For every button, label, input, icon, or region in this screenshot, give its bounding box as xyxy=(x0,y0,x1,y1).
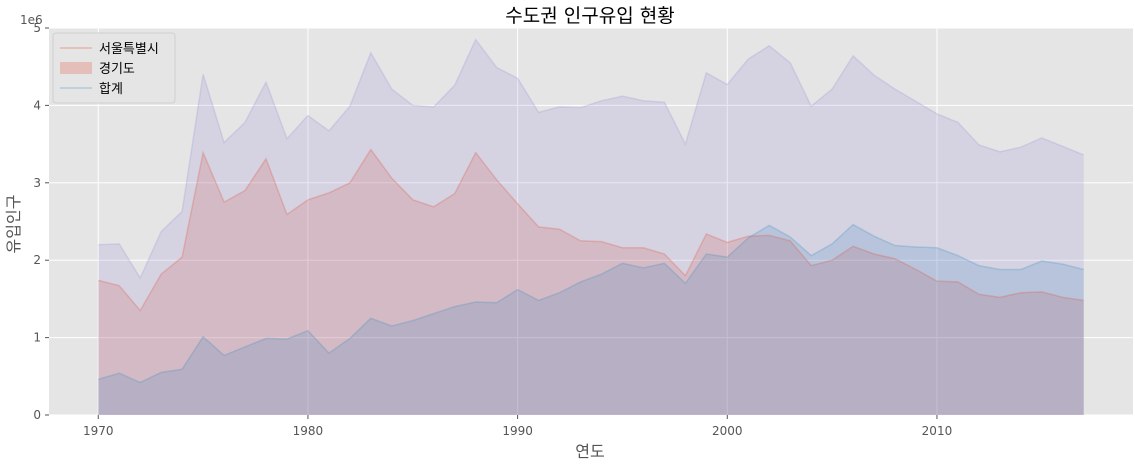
chart-title: 수도권 인구유입 현황 xyxy=(505,5,674,27)
x-tick-label: 1980 xyxy=(293,424,324,438)
area-seoul xyxy=(98,149,1084,415)
legend: 서울특별시 경기도 합계 xyxy=(52,32,176,104)
x-tick-label: 1990 xyxy=(502,424,533,438)
y-tick-label: 1 xyxy=(33,331,41,345)
legend-label-gyeonggi: 경기도 xyxy=(99,62,135,77)
y-tick-label: 3 xyxy=(33,176,41,190)
series-lines xyxy=(98,38,1084,384)
legend-label-total: 합계 xyxy=(99,82,123,97)
area-gyeonggi xyxy=(98,224,1084,415)
y-axis-label: 유입인구 xyxy=(4,195,23,254)
y-tick-label: 0 xyxy=(33,408,41,422)
line-seoul xyxy=(98,148,1084,312)
line-gyeonggi xyxy=(98,223,1084,384)
area-series xyxy=(98,39,1084,415)
x-axis-ticks: 1970 1980 1990 2000 2010 xyxy=(83,415,952,438)
y-tick-label: 4 xyxy=(33,98,41,112)
legend-swatch-gyeonggi xyxy=(60,62,92,74)
area-total xyxy=(98,39,1084,415)
x-tick-label: 2000 xyxy=(712,424,743,438)
legend-label-seoul: 서울특별시 xyxy=(99,42,159,57)
plot-background xyxy=(49,28,1133,415)
line-total xyxy=(98,38,1084,280)
legend-box xyxy=(52,32,176,104)
y-axis-ticks: 0 1 2 3 4 5 xyxy=(33,21,49,422)
x-tick-label: 1970 xyxy=(83,424,114,438)
x-axis-label: 연도 xyxy=(575,442,604,461)
x-tick-label: 2010 xyxy=(922,424,953,438)
y-offset-label: 1e6 xyxy=(20,13,43,27)
grid-lines xyxy=(49,27,1133,416)
y-tick-label: 2 xyxy=(33,253,41,267)
y-tick-label: 5 xyxy=(33,21,41,35)
